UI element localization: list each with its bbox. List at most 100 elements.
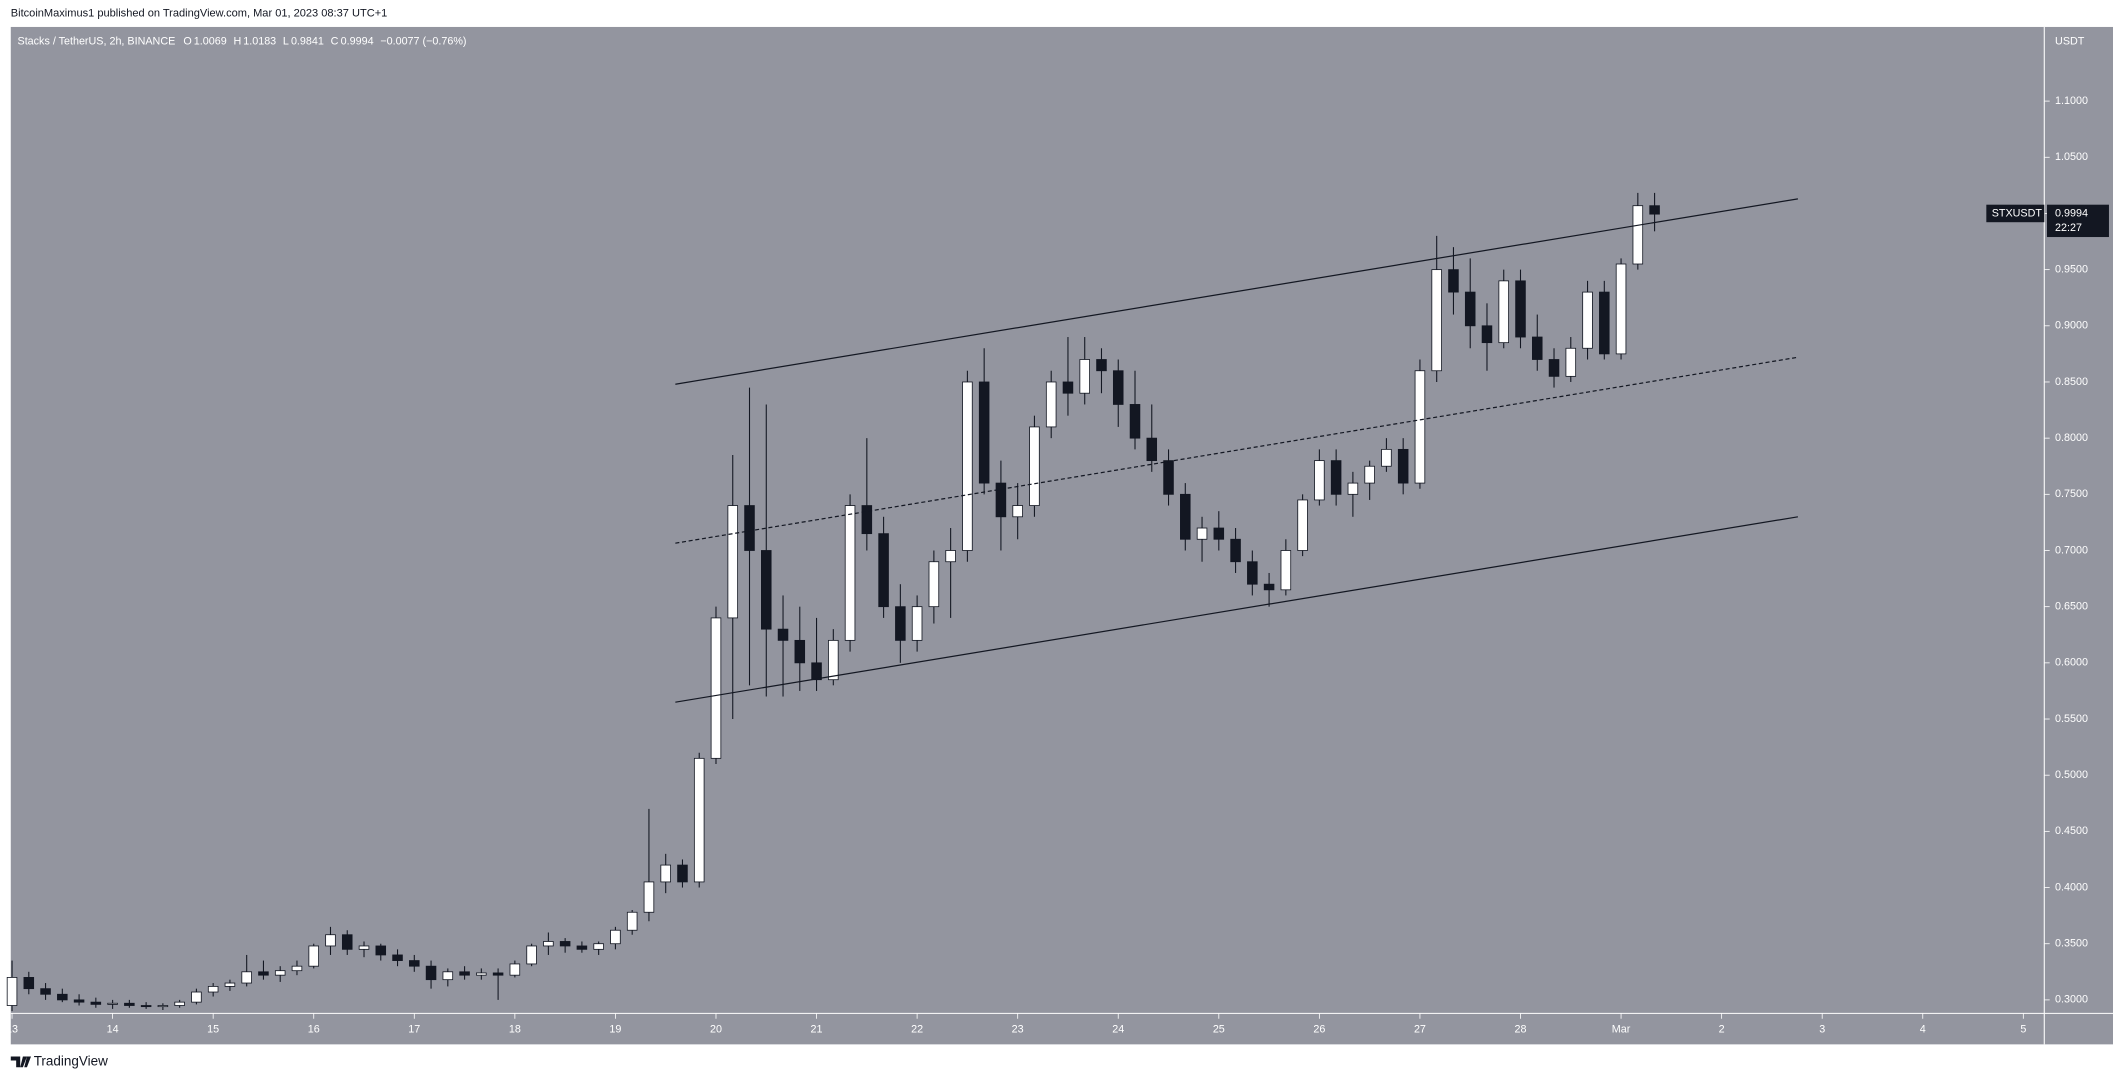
y-tick-label: 0.6500 (2055, 601, 2088, 613)
candle-body (1599, 291, 1610, 355)
candle-body (1247, 561, 1258, 585)
candle-body (828, 639, 839, 681)
candle-body (274, 970, 286, 976)
candle-body (157, 1005, 169, 1008)
x-tick-label: 21 (811, 1023, 823, 1035)
candle-body (57, 993, 68, 1001)
candle-body (375, 945, 387, 956)
candle-body (878, 533, 889, 608)
candle-body (710, 617, 722, 759)
candle-body (1280, 550, 1292, 591)
candle-body (744, 505, 755, 551)
candle-body (90, 1001, 102, 1005)
candle-body (174, 1001, 185, 1006)
candle-body (392, 954, 403, 961)
last-price-tag (2046, 204, 2109, 238)
chart-background (10, 26, 2113, 1045)
candle-body (1129, 404, 1141, 439)
axis-unit: USDT (2055, 36, 2085, 48)
candle-body (1196, 527, 1208, 540)
published-line: BitcoinMaximus1 published on TradingView… (11, 7, 388, 19)
candle-body (1330, 460, 1342, 495)
legend-c-label: C (331, 36, 339, 48)
candle-body (140, 1005, 152, 1008)
candle-body (1297, 499, 1308, 551)
trend-line (675, 198, 1798, 385)
ticker-tag (1986, 204, 2045, 223)
candle-body (861, 505, 873, 535)
candle-body (643, 881, 655, 913)
y-tick-label: 0.7000 (2055, 544, 2088, 556)
candle-body (258, 971, 269, 976)
candle-body (1062, 381, 1074, 394)
candle-body (124, 1002, 135, 1006)
candle-body (1347, 482, 1359, 495)
ticker-label: STXUSDT (1992, 207, 2043, 219)
x-tick-label: 24 (1112, 1023, 1124, 1035)
x-tick-label: Mar (1612, 1023, 1631, 1035)
legend-open: 1.0069 (194, 36, 227, 48)
y-tick-label: 0.7500 (2055, 488, 2088, 500)
candle-body (207, 986, 219, 993)
candle-body (526, 945, 537, 965)
candle-body (761, 550, 772, 630)
trend-line (675, 356, 1798, 544)
x-tick-label: 27 (1414, 1023, 1426, 1035)
x-tick-label: 3 (1819, 1023, 1825, 1035)
candle-body (1548, 359, 1560, 377)
legend-h-label: H (233, 36, 241, 48)
candle-body (191, 991, 202, 1003)
y-tick-label: 0.9500 (2055, 263, 2088, 275)
legend-close: 0.9994 (341, 36, 374, 48)
candle-body (693, 757, 705, 883)
y-tick-label: 0.5000 (2055, 769, 2088, 781)
x-tick-label: 13 (6, 1023, 18, 1035)
logo-icon (10, 1056, 31, 1068)
legend-l-label: L (283, 36, 289, 48)
candle-body (509, 963, 521, 976)
y-tick-label: 0.9000 (2055, 320, 2088, 332)
candle-body (1431, 269, 1442, 372)
candle-body (1146, 437, 1158, 462)
legend-change: −0.0077 (−0.76%) (380, 36, 466, 48)
x-tick-label: 26 (1313, 1023, 1325, 1035)
candle-body (945, 550, 956, 563)
x-tick-label: 18 (509, 1023, 521, 1035)
legend-o-label: O (183, 36, 191, 48)
candle-body (593, 943, 604, 950)
candle-body (40, 988, 51, 995)
y-tick-label: 0.6000 (2055, 657, 2088, 669)
x-tick-label: 19 (609, 1023, 621, 1035)
candles (6, 192, 1660, 1012)
candle-body (341, 934, 353, 950)
candle-body (1364, 465, 1375, 484)
candle-body (224, 982, 236, 987)
candle-body (1615, 263, 1627, 355)
candle-body (1012, 505, 1023, 518)
legend-low: 0.9841 (291, 36, 324, 48)
x-tick-label: 20 (710, 1023, 722, 1035)
y-tick-label: 0.3000 (2055, 994, 2088, 1006)
candle-body (1096, 359, 1107, 372)
y-tick-label: 0.8500 (2055, 376, 2088, 388)
trend-line (675, 516, 1798, 703)
candle-body (962, 381, 973, 551)
candle-body (559, 941, 571, 947)
candle-body (1632, 205, 1644, 265)
candle-body (677, 864, 688, 883)
candle-body (492, 972, 504, 976)
candle-body (1079, 359, 1090, 394)
candle-body (1649, 205, 1660, 215)
candle-body (358, 945, 370, 950)
candle-body (1314, 460, 1325, 501)
footer-logo: TradingView (10, 1053, 108, 1068)
candle-body (895, 606, 906, 641)
last-price-value: 0.9994 (2055, 207, 2088, 219)
candle-body (6, 977, 18, 1006)
candle-body (291, 965, 303, 972)
candle-body (325, 934, 336, 947)
candle-body (844, 505, 856, 641)
y-tick-label: 1.1000 (2055, 95, 2088, 107)
candle-body (1163, 460, 1174, 495)
